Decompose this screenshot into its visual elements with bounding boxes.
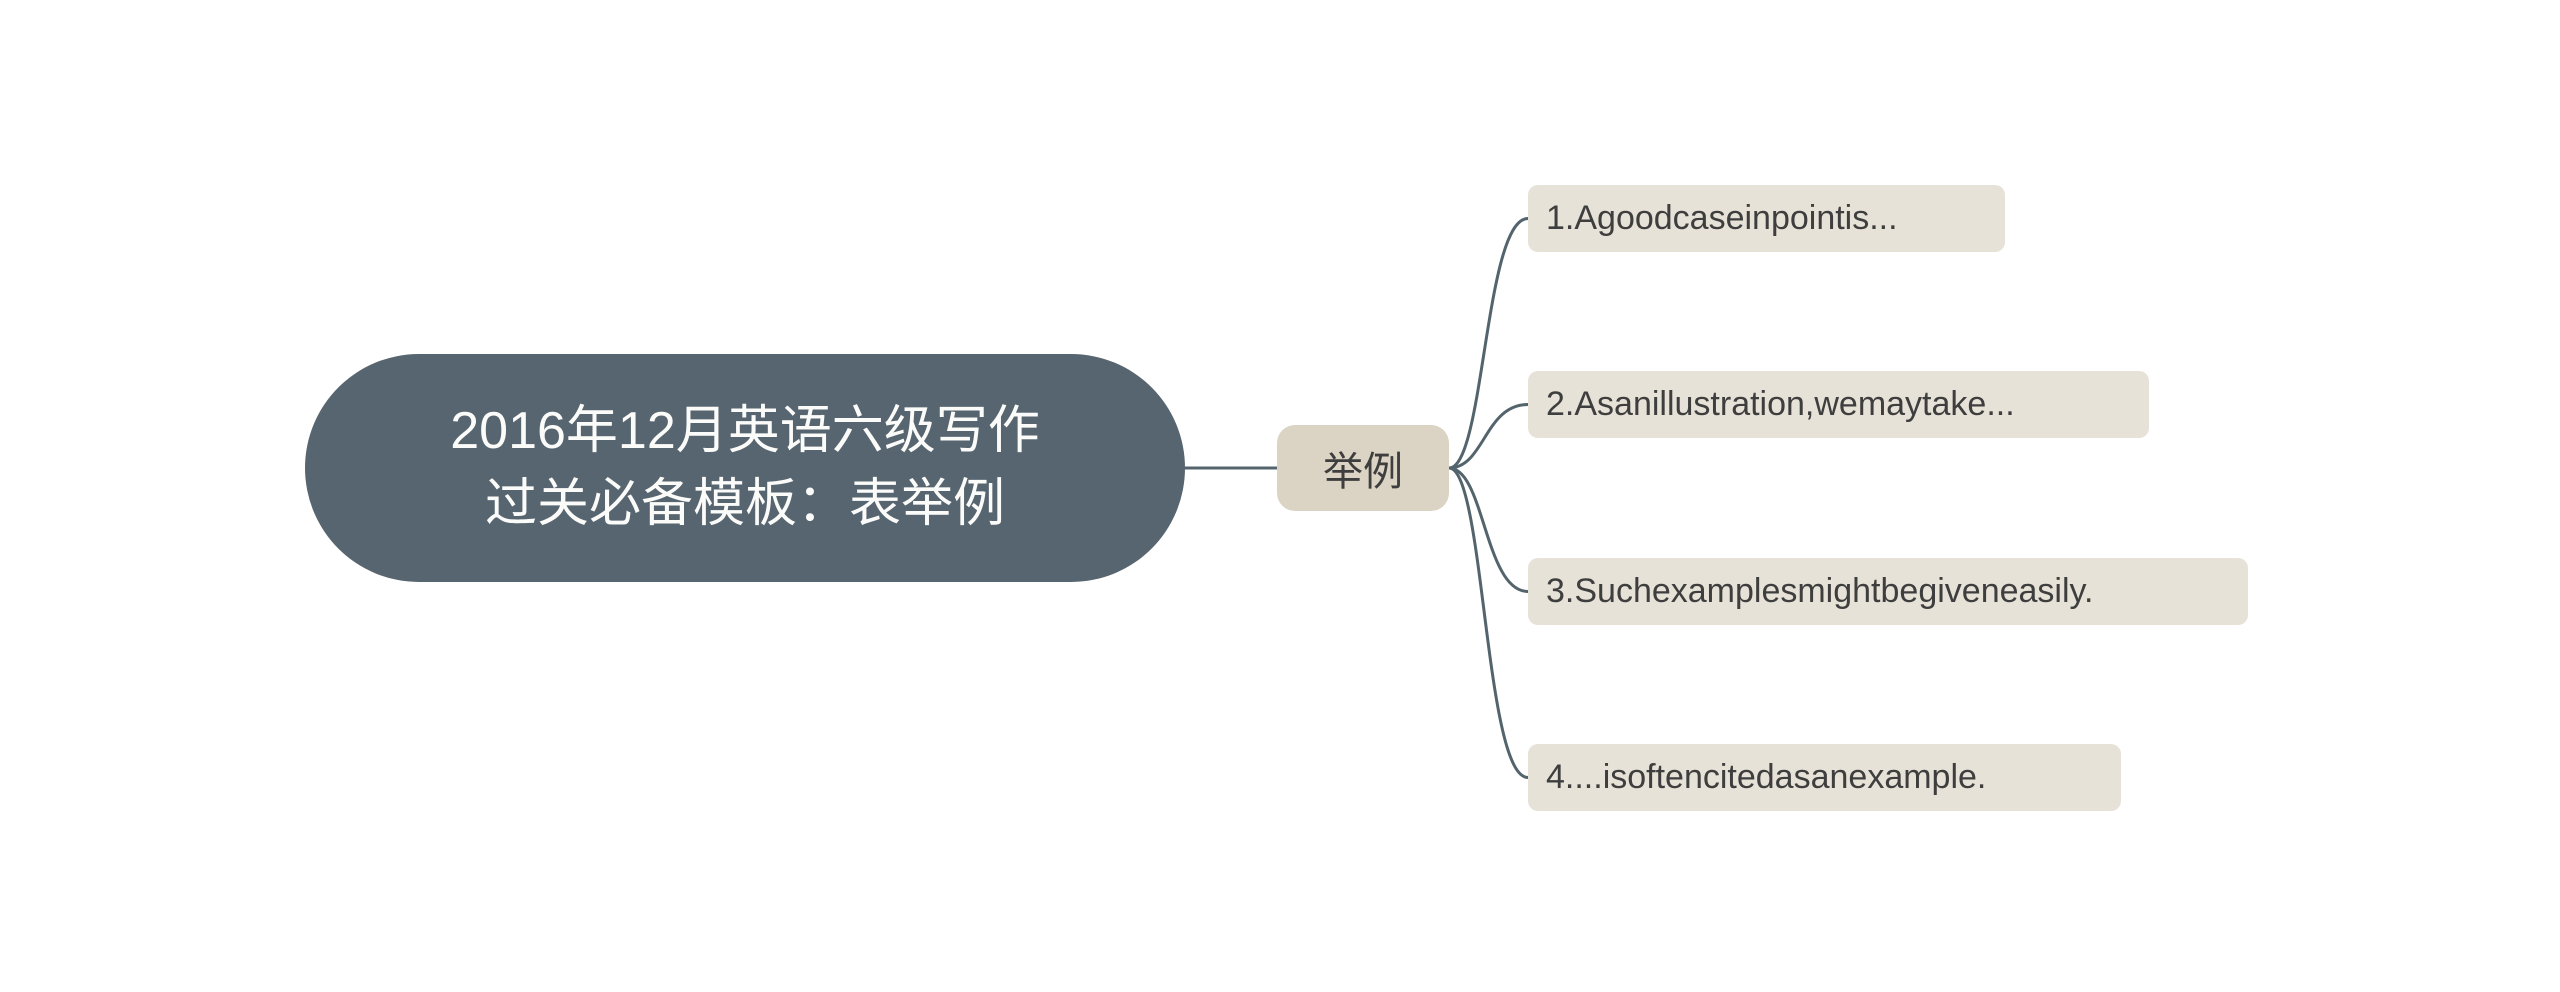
leaf-node-label: 4....isoftencitedasanexample. xyxy=(1546,758,1986,797)
leaf-node-label: 3.Suchexamplesmightbegiveneasily. xyxy=(1546,572,2093,611)
leaf-node-1[interactable]: 1.Agoodcaseinpointis... xyxy=(1528,185,2005,252)
root-node-label: 2016年12月英语六级写作过关必备模板：表举例 xyxy=(450,395,1040,541)
leaf-node-2[interactable]: 2.Asanillustration,wemaytake... xyxy=(1528,371,2149,438)
leaf-node-3[interactable]: 3.Suchexamplesmightbegiveneasily. xyxy=(1528,558,2248,625)
sub-node-examples[interactable]: 举例 xyxy=(1277,425,1449,511)
leaf-node-label: 1.Agoodcaseinpointis... xyxy=(1546,199,1898,238)
sub-node-label: 举例 xyxy=(1323,439,1403,497)
leaf-node-label: 2.Asanillustration,wemaytake... xyxy=(1546,385,2015,424)
root-node[interactable]: 2016年12月英语六级写作过关必备模板：表举例 xyxy=(305,354,1185,582)
mindmap-canvas: 2016年12月英语六级写作过关必备模板：表举例 举例 1.Agoodcasei… xyxy=(0,0,2560,992)
leaf-node-4[interactable]: 4....isoftencitedasanexample. xyxy=(1528,744,2121,811)
